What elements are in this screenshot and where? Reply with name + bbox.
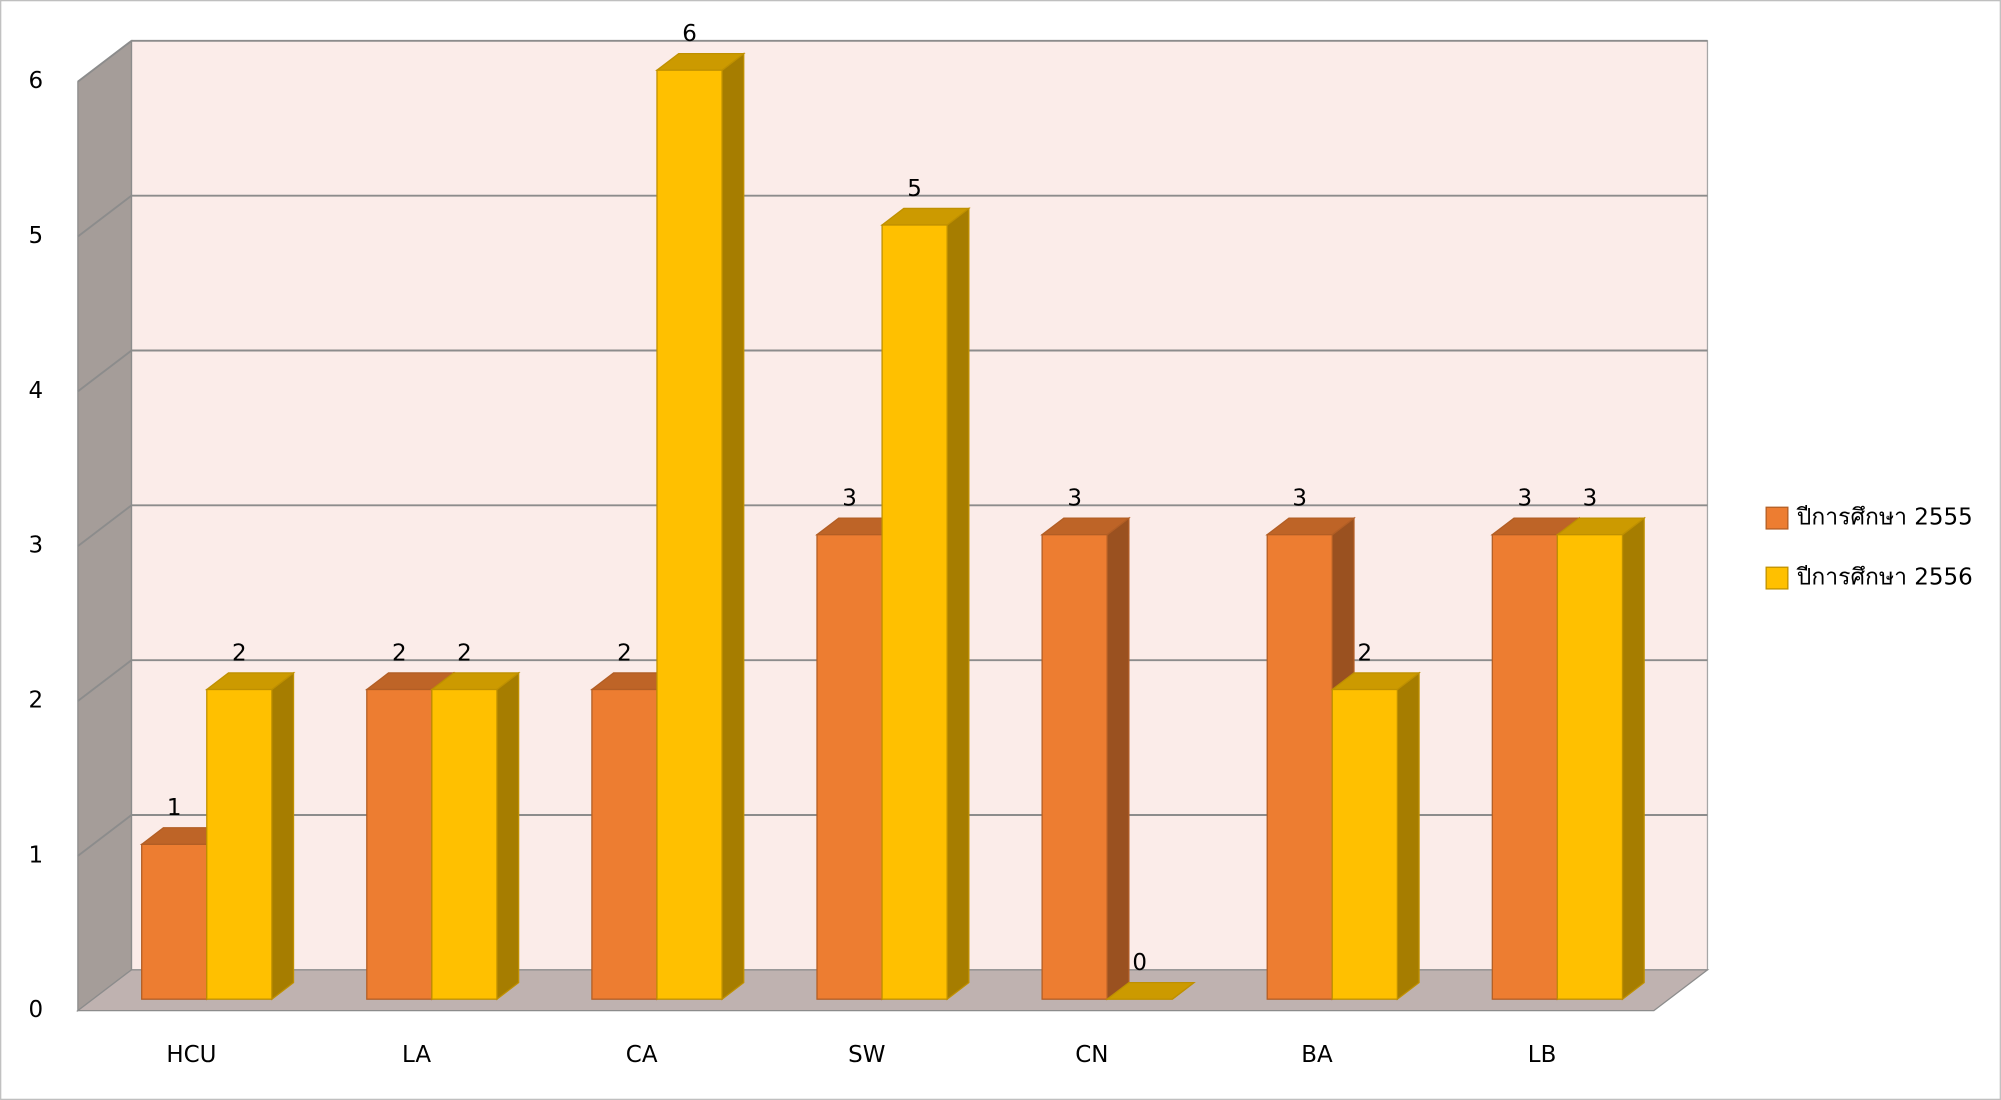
- data-label: 6: [682, 21, 697, 47]
- bar: [656, 69, 723, 1000]
- bar: [431, 688, 498, 1000]
- x-tick-label: BA: [1301, 1042, 1333, 1068]
- data-label: 3: [842, 485, 857, 511]
- x-tick-label: HCU: [166, 1042, 216, 1068]
- grid-line: [77, 40, 133, 83]
- bar-top: [1105, 981, 1196, 1000]
- y-tick-label: 3: [28, 533, 43, 559]
- y-tick-label: 6: [28, 68, 43, 94]
- x-tick-label: CN: [1075, 1042, 1108, 1068]
- plot: 0 1 2 3 4 5 6 HCU 1 2 LA 2 2 CA 2 6 SW 3 5 CN 3 0 BA 3 2 LB 3 3 ปีกา…: [28, 21, 1972, 1068]
- data-label: 3: [1067, 485, 1082, 511]
- bar-side: [1106, 516, 1130, 1001]
- data-label: 2: [392, 640, 407, 666]
- data-label: 3: [1292, 485, 1307, 511]
- bar: [366, 688, 433, 1000]
- data-label: 3: [1583, 485, 1598, 511]
- grid-line: [77, 504, 133, 547]
- bar-side: [1621, 516, 1645, 1001]
- y-tick-label: 5: [28, 223, 43, 249]
- data-label: 2: [457, 640, 472, 666]
- x-tick-label: LA: [402, 1042, 431, 1068]
- grid-line: [77, 194, 133, 238]
- bar: [1556, 534, 1624, 1000]
- data-label: 1: [167, 795, 182, 821]
- y-tick-label: 0: [28, 997, 43, 1023]
- grid-line: [77, 659, 133, 702]
- data-label: 5: [907, 176, 922, 202]
- legend-swatch: [1765, 566, 1789, 590]
- bar: [1041, 534, 1108, 1000]
- grid-line: [77, 814, 133, 857]
- bar-side: [1396, 671, 1420, 1001]
- x-tick-label: LB: [1528, 1042, 1557, 1068]
- y-tick-label: 2: [28, 688, 43, 714]
- bar: [816, 534, 883, 1000]
- legend-label: ปีการศึกษา 2555: [1796, 505, 1973, 531]
- bar: [1331, 688, 1399, 1000]
- bar: [141, 843, 208, 1000]
- legend-label: ปีการศึกษา 2556: [1796, 565, 1973, 591]
- bar-side: [946, 207, 970, 1001]
- bar: [1491, 534, 1559, 1000]
- data-label: 2: [232, 640, 247, 666]
- x-tick-label: SW: [848, 1042, 885, 1068]
- bar: [206, 688, 273, 1000]
- legend-swatch: [1765, 506, 1789, 530]
- bar: [591, 688, 658, 1000]
- bar-side: [721, 52, 745, 1001]
- bar: [1266, 534, 1333, 1000]
- bar: [881, 224, 948, 1000]
- data-label: 2: [617, 640, 632, 666]
- y-tick-label: 4: [28, 378, 43, 404]
- data-label: 2: [1358, 640, 1373, 666]
- grid-line: [77, 349, 133, 393]
- bar-side: [496, 671, 520, 1001]
- bar-side: [271, 671, 295, 1001]
- data-label: 3: [1518, 485, 1533, 511]
- y-tick-label: 1: [28, 842, 43, 868]
- x-tick-label: CA: [626, 1042, 658, 1068]
- data-label: 0: [1132, 950, 1147, 976]
